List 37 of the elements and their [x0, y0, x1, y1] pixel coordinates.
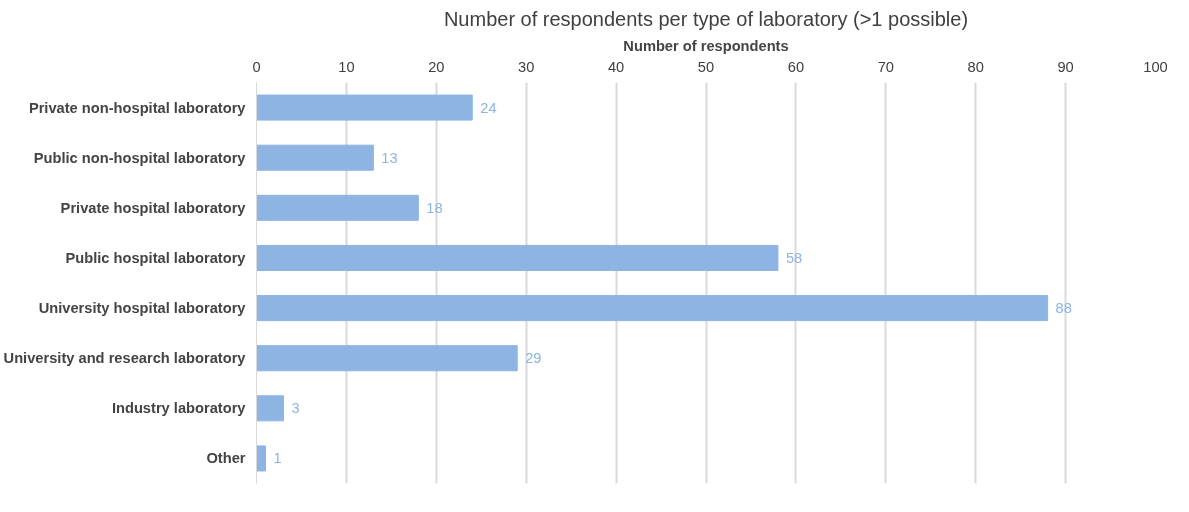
x-tick-label: 30 [518, 58, 535, 75]
x-axis-title: Number of respondents [623, 37, 789, 54]
bar [256, 445, 266, 472]
bar [256, 244, 779, 271]
bar [256, 194, 419, 221]
x-tick-label: 40 [607, 58, 625, 75]
x-tick-label: 90 [1057, 58, 1074, 75]
data-label: 18 [426, 199, 443, 216]
bar [256, 295, 1049, 322]
chart-title: Number of respondents per type of laboratory (>1 possible) [443, 7, 969, 30]
x-tick-label: 80 [967, 58, 984, 75]
data-label: 1 [273, 450, 282, 467]
bar [256, 144, 374, 171]
y-tick-label: Public non-hospital laboratory [33, 149, 247, 166]
bar [256, 345, 518, 372]
x-tick-label: 60 [787, 58, 805, 75]
data-label: 13 [381, 149, 398, 166]
data-label: 29 [525, 350, 542, 367]
bar [256, 94, 473, 121]
data-label: 3 [291, 400, 300, 417]
y-tick-label: Private non-hospital laboratory [28, 99, 247, 116]
bar [256, 395, 284, 422]
x-tick-label: 0 [252, 58, 261, 75]
y-tick-label: Other [206, 450, 246, 467]
y-tick-label: Public hospital laboratory [65, 249, 247, 266]
y-tick-label: University hospital laboratory [38, 300, 247, 317]
data-label: 58 [785, 249, 803, 266]
x-tick-label: 10 [338, 58, 355, 75]
y-tick-label: University and research laboratory [3, 350, 247, 367]
x-tick-label: 50 [697, 58, 715, 75]
x-tick-label: 100 [1143, 58, 1168, 75]
data-label: 88 [1055, 300, 1072, 317]
x-tick-label: 20 [428, 58, 445, 75]
x-tick-label: 70 [877, 58, 894, 75]
data-label: 24 [480, 99, 497, 116]
y-tick-label: Private hospital laboratory [60, 199, 247, 216]
y-tick-label: Industry laboratory [111, 400, 247, 417]
